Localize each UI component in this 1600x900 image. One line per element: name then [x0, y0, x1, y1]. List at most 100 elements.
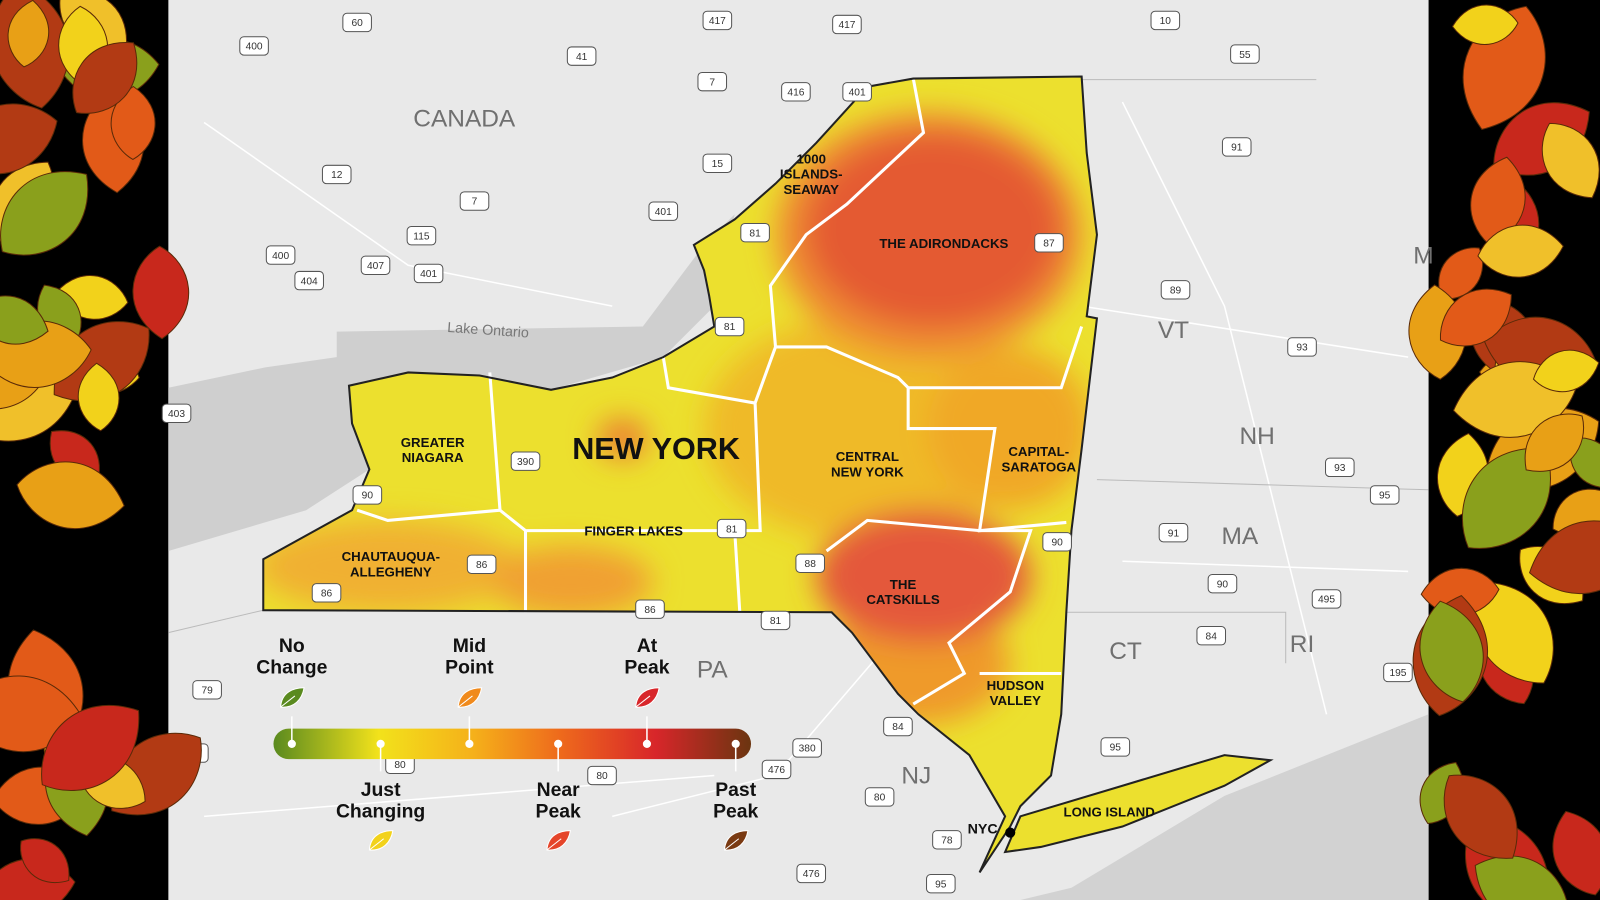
legend-label: Near — [537, 779, 581, 801]
shield — [360, 255, 391, 275]
city-label: NYC — [968, 822, 998, 838]
leaf-decoration — [1477, 224, 1564, 278]
shield — [740, 222, 770, 243]
leaf-decoration — [132, 245, 190, 340]
shield-label: 78 — [941, 836, 953, 847]
region-label: HUDSON — [987, 678, 1044, 693]
legend-label: At — [637, 635, 658, 657]
legend-dot — [287, 739, 296, 748]
legend-dot — [731, 739, 740, 748]
shield — [1042, 532, 1072, 552]
shield-label: 95 — [1379, 491, 1391, 502]
shield — [761, 759, 792, 780]
leaf-decoration — [0, 295, 49, 345]
shield-label: 401 — [420, 269, 437, 280]
shield-label: 84 — [1206, 631, 1218, 642]
leaf-decoration — [41, 705, 140, 792]
shield — [795, 553, 826, 573]
leaf-decoration — [1461, 447, 1551, 549]
shield — [1150, 10, 1181, 31]
ocean — [1020, 714, 1429, 900]
legend-label: Changing — [336, 800, 425, 822]
state-outline — [262, 75, 1274, 874]
water-label: Lake Ontario — [447, 320, 530, 342]
shield-label: 407 — [367, 261, 384, 272]
leaf-decoration — [1532, 349, 1600, 393]
shield-label: 81 — [726, 524, 738, 535]
shield-label: 86 — [321, 589, 333, 600]
shield — [702, 153, 733, 173]
shield — [781, 82, 811, 102]
shield — [510, 451, 541, 471]
legend-label: Just — [361, 779, 401, 801]
leaf-decoration — [72, 42, 138, 114]
leaf-decoration — [0, 171, 89, 256]
shield — [926, 873, 956, 894]
legend-label: Change — [256, 656, 327, 678]
shield-label: 93 — [1296, 343, 1308, 354]
leaf-icon — [546, 830, 572, 851]
shield-label: 95 — [1110, 743, 1122, 754]
leaf-decoration — [1524, 413, 1584, 472]
leaf-decoration — [0, 103, 58, 175]
region-label: ALLEGHENY — [350, 565, 432, 580]
shield — [1196, 626, 1227, 646]
shield-label: 89 — [1170, 286, 1182, 297]
shield-label: 55 — [1239, 50, 1251, 61]
leaf-decoration — [1451, 4, 1519, 45]
shield-label: 495 — [1318, 595, 1335, 606]
region-label: LONG ISLAND — [1064, 804, 1156, 819]
leaf-decoration — [20, 838, 70, 883]
leaf-decoration — [7, 0, 50, 68]
shield-label: 390 — [517, 457, 534, 468]
shield-label: 91 — [1168, 528, 1180, 539]
shield — [1311, 589, 1342, 609]
shield-label: 81 — [749, 228, 761, 239]
legend: NoChangeJustChangingMidPointNearPeakAtPe… — [256, 635, 759, 851]
shield-label: 80 — [394, 760, 406, 771]
shield — [1221, 137, 1252, 157]
region-label: NEW YORK — [831, 465, 904, 480]
region-label: VALLEY — [990, 693, 1041, 708]
region-label: 1000 — [796, 151, 825, 166]
shield — [587, 765, 617, 786]
shield-label: 80 — [596, 771, 608, 782]
state-label: CT — [1109, 638, 1142, 665]
state-label: M — [1413, 242, 1433, 269]
leaf-decoration — [0, 675, 85, 753]
shield-label: 401 — [655, 207, 672, 218]
shield — [1230, 44, 1260, 64]
leaf-decoration — [16, 461, 125, 530]
shield — [1325, 457, 1355, 478]
shield-label: 416 — [787, 88, 804, 99]
shield — [321, 164, 352, 185]
shield — [714, 316, 745, 337]
shield — [1160, 280, 1191, 300]
shield-label: 403 — [168, 409, 185, 420]
leaf-decoration — [1528, 520, 1600, 595]
region-label: CATSKILLS — [866, 592, 940, 607]
shield-label: 90 — [1051, 538, 1063, 549]
shield — [702, 10, 733, 31]
shield — [413, 263, 444, 284]
shield-label: 10 — [1160, 16, 1172, 27]
leaf-icon — [723, 830, 749, 851]
region-label: THE ADIRONDACKS — [879, 236, 1008, 251]
shield-label: 80 — [874, 793, 886, 804]
shield-label: 91 — [1231, 143, 1243, 154]
region-label: GREATER — [401, 435, 465, 450]
shield-label: 60 — [351, 18, 363, 29]
shield-label: 15 — [712, 159, 724, 170]
region-label: SARATOGA — [1001, 459, 1076, 474]
shield-label: 195 — [1389, 668, 1406, 679]
shield-label: 417 — [838, 20, 855, 31]
legend-label: Mid — [453, 635, 486, 657]
leaf-icon — [280, 687, 305, 708]
shield — [161, 403, 192, 423]
shield — [1158, 522, 1189, 543]
region-label: NIAGARA — [402, 450, 464, 465]
shield-label: 7 — [709, 77, 715, 88]
shield-label: 380 — [799, 744, 816, 755]
